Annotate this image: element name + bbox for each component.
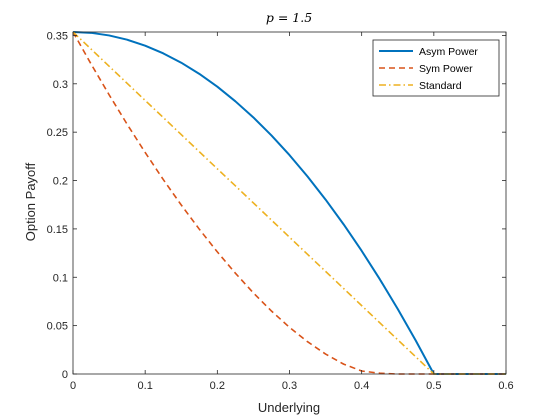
y-tick-label: 0.2 [53,176,68,188]
x-tick-label: 0.3 [282,380,297,392]
y-axis-label: Option Payoff [23,162,38,241]
x-tick-label: 0.1 [138,380,153,392]
chart-title: p = 1.5 [266,10,312,25]
legend-entry: Sym Power [419,63,473,75]
x-tick-label: 0.6 [498,380,513,392]
x-tick-label: 0.2 [210,380,225,392]
y-tick-label: 0 [62,369,68,381]
y-tick-label: 0.3 [53,79,68,91]
legend-entry: Standard [419,80,462,92]
y-tick-label: 0.35 [47,30,68,42]
y-tick-label: 0.25 [47,127,68,139]
y-tick-label: 0.15 [47,224,68,236]
x-axis-label: Underlying [258,400,320,415]
x-tick-label: 0.4 [354,380,369,392]
x-tick-label: 0 [70,380,76,392]
legend-entry: Asym Power [419,46,478,58]
x-tick-label: 0.5 [426,380,441,392]
legend: Asym Power Sym Power Standard [372,39,500,97]
y-tick-label: 0.05 [47,321,68,333]
y-tick-label: 0.1 [53,272,68,284]
